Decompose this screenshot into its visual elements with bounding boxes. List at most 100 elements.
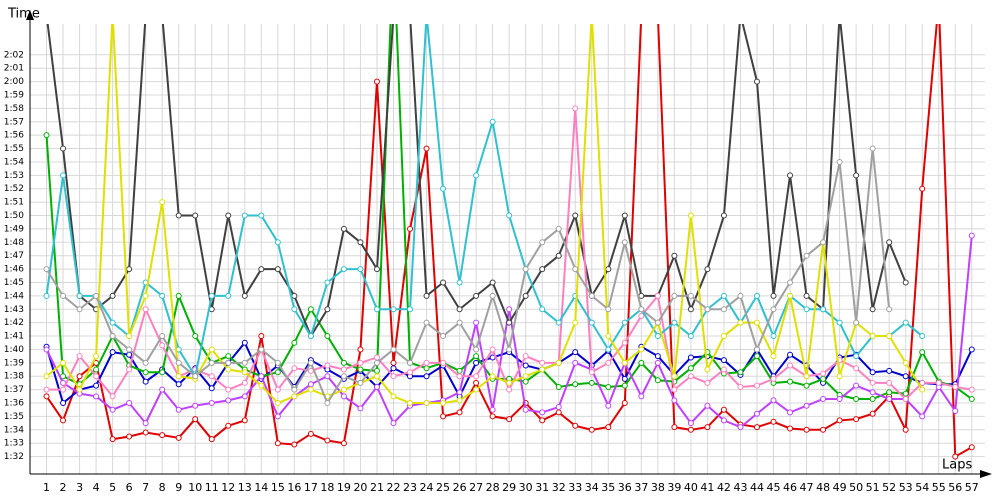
point-marker xyxy=(440,413,447,420)
point-marker xyxy=(803,402,810,409)
point-marker xyxy=(93,393,100,400)
point-marker xyxy=(654,292,661,299)
point-marker xyxy=(803,373,810,380)
point-marker xyxy=(142,420,149,427)
point-marker xyxy=(687,365,694,372)
point-marker xyxy=(968,396,975,402)
point-marker xyxy=(423,292,430,299)
point-marker xyxy=(687,333,694,340)
point-marker xyxy=(291,441,298,448)
point-marker xyxy=(456,409,463,416)
point-marker xyxy=(60,145,67,152)
x-tick-label: 51 xyxy=(866,481,880,494)
point-marker xyxy=(390,306,397,313)
point-marker xyxy=(753,353,760,360)
point-marker xyxy=(390,359,397,366)
point-marker xyxy=(621,400,628,407)
x-tick-label: 27 xyxy=(469,481,483,494)
point-marker xyxy=(489,279,496,286)
point-marker xyxy=(555,252,562,259)
point-marker xyxy=(109,393,116,400)
point-marker xyxy=(506,212,513,219)
point-marker xyxy=(770,333,777,340)
point-marker xyxy=(456,397,463,404)
point-marker xyxy=(258,373,265,380)
point-marker xyxy=(390,420,397,427)
point-marker xyxy=(720,366,727,373)
x-tick-label: 56 xyxy=(948,481,962,494)
y-tick-label: 1:39 xyxy=(4,358,24,368)
point-marker xyxy=(126,400,133,407)
point-marker xyxy=(902,396,909,402)
point-marker xyxy=(853,396,860,402)
point-marker xyxy=(605,266,612,273)
point-marker xyxy=(704,366,711,373)
point-marker xyxy=(390,373,397,380)
y-tick-label: 1:53 xyxy=(4,171,24,181)
x-tick-label: 28 xyxy=(486,481,500,494)
point-marker xyxy=(489,118,496,125)
point-marker xyxy=(621,382,628,389)
point-marker xyxy=(324,362,331,369)
point-marker xyxy=(391,12,396,17)
point-marker xyxy=(803,252,810,259)
point-marker xyxy=(208,436,215,443)
point-marker xyxy=(952,408,959,415)
point-marker xyxy=(787,409,794,416)
y-tick-label: 1:55 xyxy=(4,144,24,154)
point-marker xyxy=(522,373,529,380)
x-axis-arrow xyxy=(980,470,992,478)
y-tick-label: 1:50 xyxy=(4,211,24,221)
point-marker xyxy=(489,373,496,380)
y-tick-label: 1:57 xyxy=(4,117,24,127)
point-marker xyxy=(621,239,628,246)
point-marker xyxy=(671,424,678,431)
x-tick-label: 35 xyxy=(601,481,615,494)
point-marker xyxy=(687,306,694,313)
point-marker xyxy=(654,359,661,366)
point-marker xyxy=(506,416,513,423)
point-marker xyxy=(324,306,331,313)
x-tick-label: 33 xyxy=(568,481,582,494)
point-marker xyxy=(307,333,314,340)
point-marker xyxy=(935,379,942,386)
point-marker xyxy=(225,422,232,429)
point-marker xyxy=(803,306,810,313)
point-marker xyxy=(737,369,744,376)
x-tick-label: 37 xyxy=(634,481,648,494)
point-marker xyxy=(159,432,166,439)
point-marker xyxy=(803,292,810,299)
point-marker xyxy=(621,212,628,219)
point-marker xyxy=(291,339,298,346)
point-marker xyxy=(820,370,827,377)
point-marker xyxy=(704,402,711,409)
point-marker xyxy=(175,292,182,299)
x-tick-label: 30 xyxy=(519,481,533,494)
point-marker xyxy=(621,339,628,346)
x-tick-label: 19 xyxy=(337,481,351,494)
point-marker xyxy=(473,353,480,360)
x-tick-label: 42 xyxy=(717,481,731,494)
point-marker xyxy=(175,359,182,366)
y-tick-label: 1:49 xyxy=(4,224,24,234)
point-marker xyxy=(737,292,744,299)
point-marker xyxy=(588,319,595,326)
y-tick-label: 1:48 xyxy=(4,238,24,248)
point-marker xyxy=(241,369,248,376)
x-tick-label: 48 xyxy=(816,481,830,494)
x-tick-label: 10 xyxy=(188,481,202,494)
point-marker xyxy=(142,378,149,385)
point-marker xyxy=(159,292,166,299)
point-marker xyxy=(968,444,975,451)
y-tick-label: 1:40 xyxy=(4,345,24,355)
point-marker xyxy=(241,379,248,386)
point-marker xyxy=(853,172,860,179)
point-marker xyxy=(539,366,546,373)
point-marker xyxy=(340,366,347,373)
point-marker xyxy=(588,426,595,433)
y-tick-label: 1:54 xyxy=(4,157,24,167)
point-marker xyxy=(324,437,331,444)
point-marker xyxy=(373,367,380,374)
point-marker xyxy=(853,365,860,372)
point-marker xyxy=(424,12,429,17)
